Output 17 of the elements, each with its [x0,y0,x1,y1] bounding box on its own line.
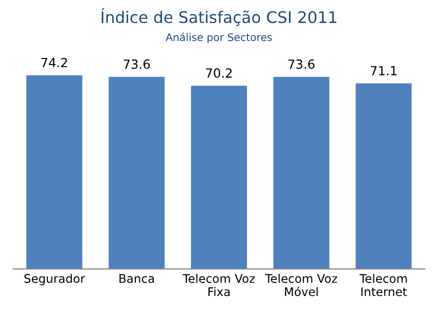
x-tick-label: Banca [120,274,154,283]
data-label: 74.2 [41,58,67,68]
bar [356,83,412,269]
bar [26,75,82,269]
chart-subtitle: Análise por Sectores [166,32,272,44]
chart-title: Índice de Satisfação CSI 2011 [101,8,336,26]
bar [108,76,165,269]
x-tick-label: Telecom Internet [360,274,407,296]
data-label: 73.6 [288,59,314,69]
data-label: 71.1 [370,66,396,76]
x-tick-label: Segurador [24,274,86,286]
x-tick-label: Telecom Voz Fixa [182,274,255,296]
bar [273,76,330,269]
bar [191,86,247,269]
data-label: 73.6 [124,59,150,69]
x-tick-label: Telecom Voz Móvel [265,274,338,296]
data-label: 70.2 [206,68,232,78]
